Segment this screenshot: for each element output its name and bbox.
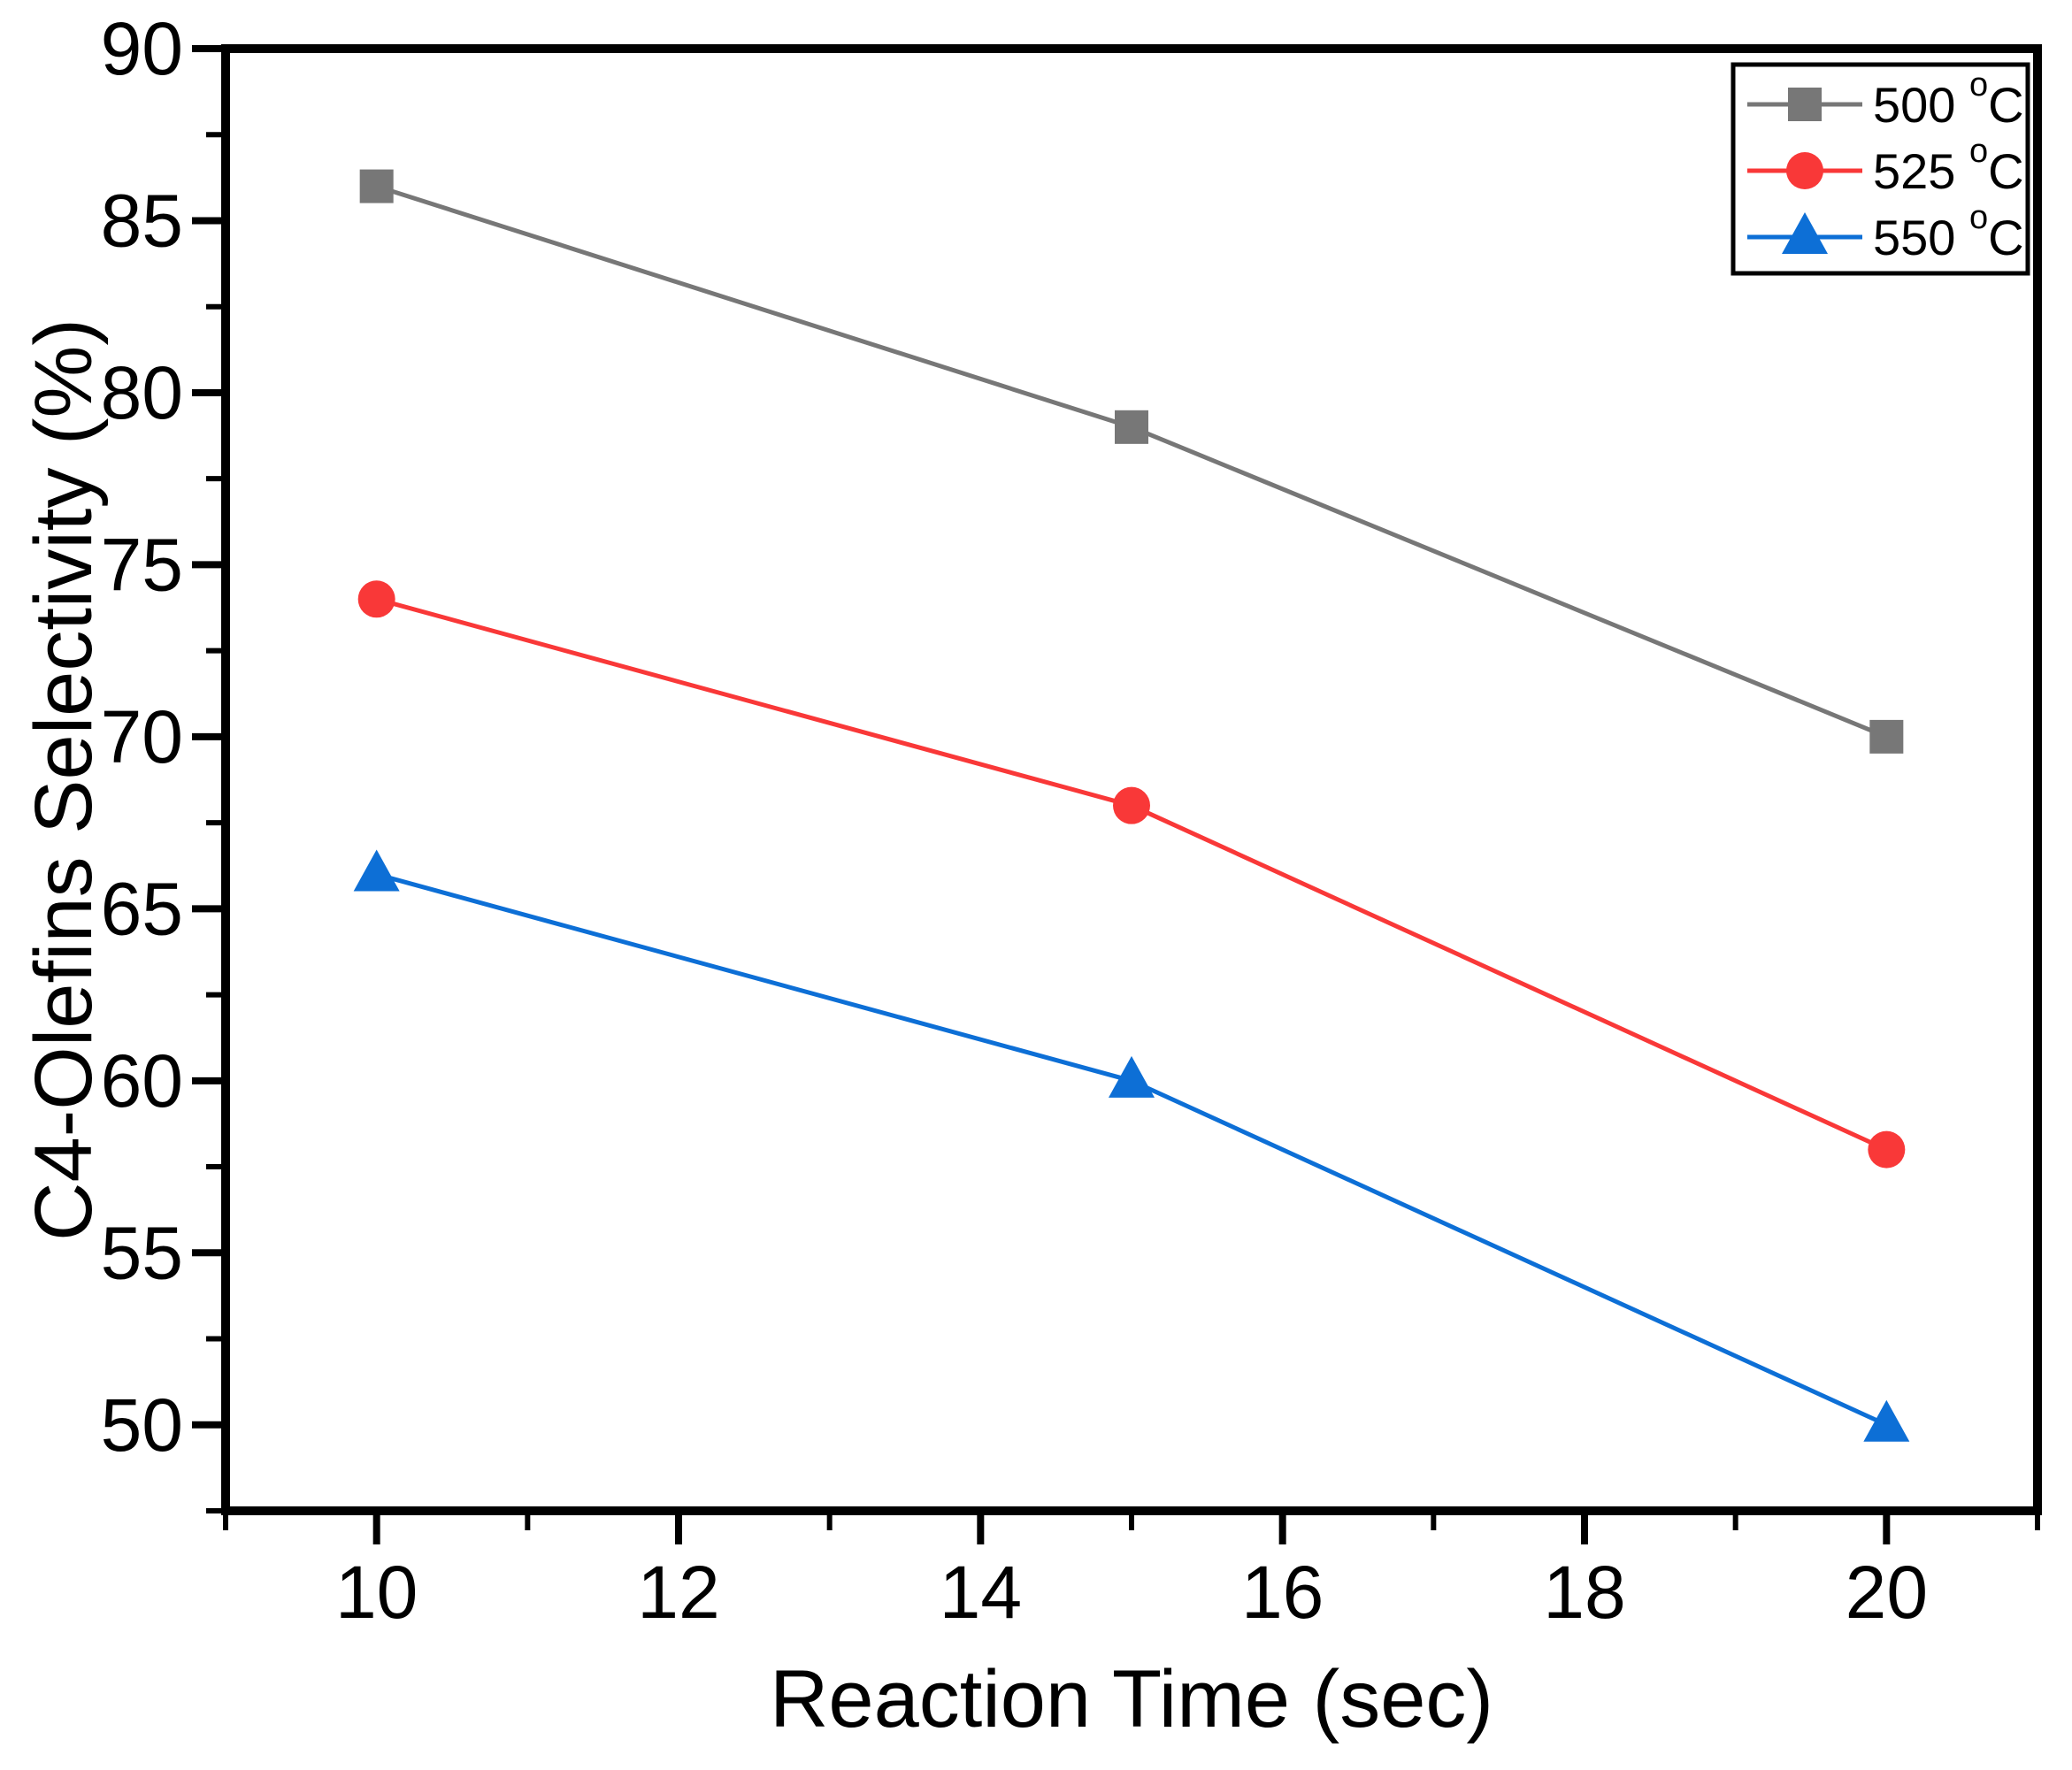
x-tick-label: 16	[1241, 1551, 1324, 1634]
y-tick-label: 65	[101, 867, 183, 950]
axis-tick-labels: 10 12 14 16 18 20 50 55 60 65 70 75 80 85 90	[101, 7, 1928, 1634]
triangle-marker	[1863, 1399, 1910, 1442]
y-tick-label: 90	[101, 7, 183, 90]
legend-entry-3: 550 oC	[1747, 199, 2024, 265]
triangle-marker	[1109, 1055, 1155, 1098]
series-3	[353, 849, 1910, 1442]
x-tick-label: 20	[1846, 1551, 1928, 1634]
legend-entry-1: 500 oC	[1747, 66, 2024, 133]
x-tick-label: 12	[637, 1551, 719, 1634]
series-line	[376, 872, 1888, 1428]
circle-marker	[1786, 152, 1823, 189]
x-tick-label: 14	[940, 1551, 1022, 1634]
triangle-marker	[1782, 212, 1828, 254]
square-marker	[1115, 410, 1148, 444]
legend-entry-2: 525 oC	[1747, 133, 2024, 199]
y-tick-label: 85	[101, 179, 183, 262]
square-marker	[359, 169, 394, 203]
series-2	[357, 580, 1906, 1169]
y-axis-title: C4-Olefins Selectivity (%)	[19, 318, 109, 1241]
legend-label: 500 oC	[1873, 66, 2024, 133]
legend-label: 525 oC	[1873, 133, 2024, 199]
y-tick-label: 75	[101, 523, 183, 606]
legend-label: 550 oC	[1873, 199, 2024, 265]
x-axis-title: Reaction Time (sec)	[770, 1654, 1493, 1744]
y-tick-label: 60	[101, 1039, 183, 1123]
circle-marker	[1113, 786, 1150, 824]
plot-border	[221, 44, 2042, 1515]
square-marker	[1788, 88, 1822, 121]
data-series	[353, 169, 1910, 1442]
series-1	[359, 169, 1904, 754]
y-tick-label: 80	[101, 351, 183, 434]
circle-marker	[357, 580, 395, 618]
triangle-marker	[353, 849, 400, 892]
x-tick-label: 10	[335, 1551, 418, 1634]
y-tick-label: 50	[101, 1383, 183, 1467]
y-tick-label: 55	[101, 1211, 183, 1294]
x-tick-label: 18	[1543, 1551, 1625, 1634]
series-line	[375, 184, 1888, 739]
circle-marker	[1868, 1130, 1906, 1169]
square-marker	[1869, 719, 1904, 754]
y-tick-label: 70	[101, 695, 183, 778]
